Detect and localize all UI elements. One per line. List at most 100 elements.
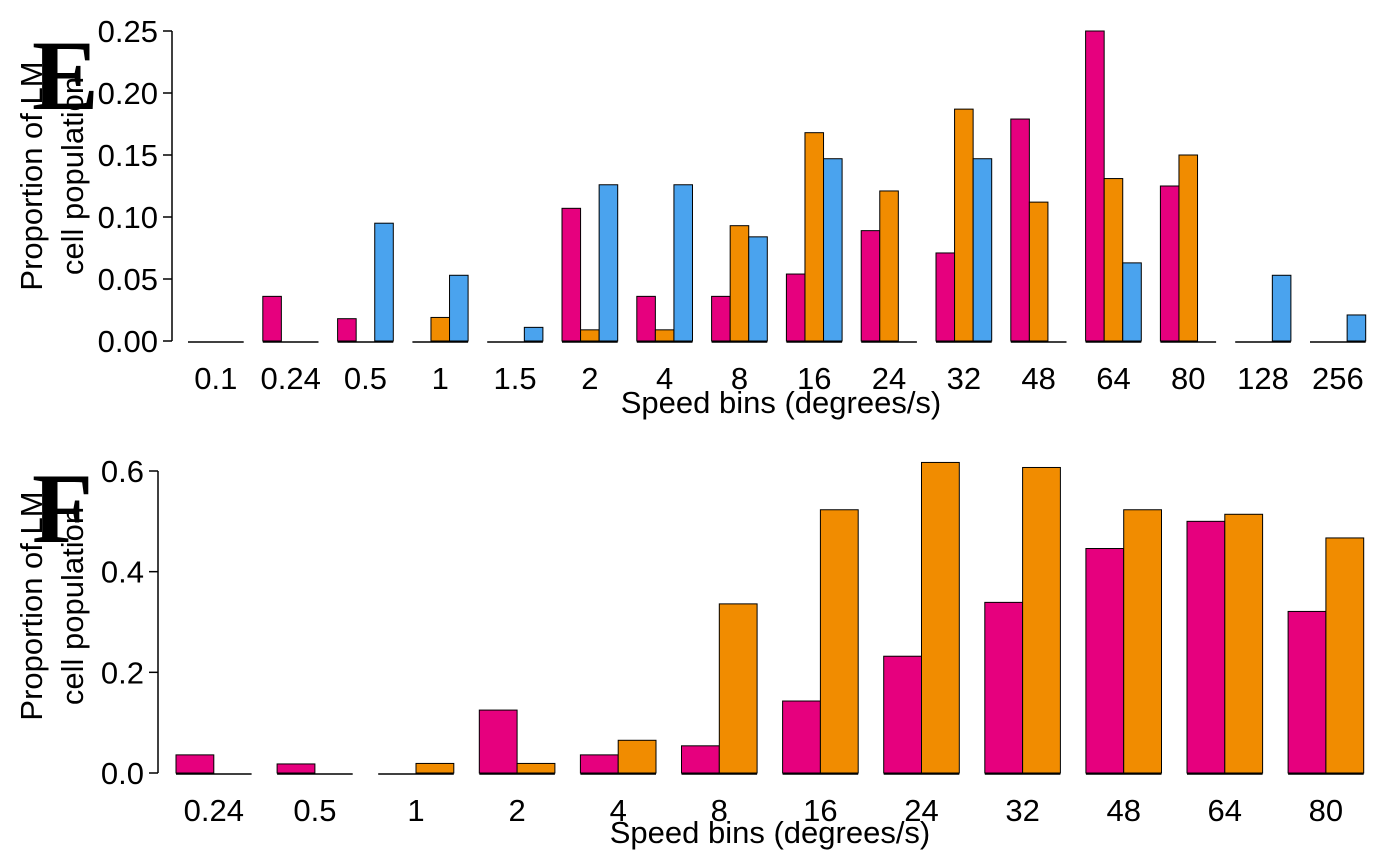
- y-axis-title-line2: cell population: [55, 77, 90, 275]
- bar: [1325, 537, 1365, 774]
- bar: [580, 329, 600, 342]
- panel-label: F: [32, 453, 93, 564]
- bar: [718, 603, 758, 774]
- bar: [879, 190, 899, 342]
- bar: [819, 509, 859, 774]
- x-tick-label: 1.5: [493, 361, 536, 396]
- bar: [1085, 30, 1105, 342]
- x-axis-title: Speed bins (degrees/s): [621, 385, 942, 420]
- bar: [711, 295, 731, 342]
- bar: [1346, 314, 1367, 342]
- bar: [785, 273, 806, 342]
- x-tick-label: 8: [731, 361, 748, 396]
- bar: [415, 762, 455, 774]
- y-tick-label: 0.6: [101, 454, 144, 489]
- bar: [175, 754, 215, 774]
- y-tick-label: 0.2: [101, 655, 144, 690]
- bar: [516, 762, 556, 774]
- bar: [1186, 520, 1226, 774]
- x-tick-label: 48: [1021, 361, 1055, 396]
- bar: [1010, 118, 1030, 342]
- bar: [860, 230, 881, 342]
- y-tick-label: 0.25: [98, 14, 158, 49]
- x-tick-label: 48: [1106, 793, 1140, 828]
- y-tick-label: 0.05: [98, 262, 158, 297]
- bar: [1271, 274, 1292, 342]
- bar: [430, 316, 451, 342]
- bar: [478, 709, 518, 774]
- x-tick-label: 1: [407, 793, 424, 828]
- x-axis-title: Speed bins (degrees/s): [610, 815, 931, 850]
- bar: [1224, 513, 1264, 774]
- x-tick-label: 256: [1312, 361, 1364, 396]
- bar: [729, 225, 750, 342]
- bar: [883, 655, 923, 774]
- x-tick-label: 80: [1171, 361, 1205, 396]
- x-tick-label: 0.5: [293, 793, 336, 828]
- x-tick-label: 16: [803, 793, 837, 828]
- bar: [374, 222, 394, 342]
- x-tick-label: 128: [1237, 361, 1289, 396]
- x-tick-label: 64: [1096, 361, 1130, 396]
- x-tick-label: 64: [1208, 793, 1242, 828]
- bar: [1085, 548, 1125, 774]
- bar: [1022, 466, 1061, 774]
- bar: [1159, 185, 1180, 342]
- bar: [954, 108, 974, 342]
- bar: [449, 274, 469, 342]
- x-tick-label: 24: [872, 361, 906, 396]
- y-axis-title-line1: Proportion of LM: [14, 491, 49, 720]
- y-tick-label: 0.00: [98, 324, 158, 359]
- bar: [921, 461, 960, 774]
- bar: [1287, 610, 1327, 774]
- bar: [972, 158, 993, 342]
- bar: [804, 132, 825, 342]
- bar: [681, 745, 720, 774]
- x-tick-label: 4: [656, 361, 673, 396]
- bar: [579, 754, 619, 774]
- chart-panel-e: Proportion of LM cell population Speed b…: [14, 14, 1367, 420]
- x-tick-label: 16: [797, 361, 831, 396]
- bar: [673, 184, 694, 342]
- x-tick-label: 8: [711, 793, 728, 828]
- x-tick-label: 80: [1309, 793, 1343, 828]
- bar: [561, 207, 582, 342]
- x-tick-label: 24: [904, 793, 938, 828]
- y-tick-label: 0.15: [98, 138, 158, 173]
- x-tick-label: 4: [610, 793, 627, 828]
- bar: [654, 329, 675, 342]
- x-tick-label: 2: [508, 793, 525, 828]
- bar: [823, 158, 843, 342]
- bar: [617, 739, 657, 774]
- bar: [636, 295, 656, 342]
- x-tick-label: 0.24: [184, 793, 244, 828]
- x-tick-label: 0.5: [344, 361, 387, 396]
- bar: [782, 700, 821, 774]
- bar: [984, 601, 1024, 774]
- chart-panel-f: Proportion of LM cell population Speed b…: [14, 453, 1365, 850]
- y-tick-label: 0.10: [98, 200, 158, 235]
- x-tick-label: 32: [1005, 793, 1039, 828]
- bar: [748, 236, 768, 342]
- bar: [337, 318, 357, 342]
- bar: [523, 326, 544, 342]
- bar: [598, 184, 619, 342]
- y-tick-label: 0.4: [101, 555, 144, 590]
- x-tick-label: 0.24: [260, 361, 320, 396]
- bar: [262, 295, 282, 342]
- y-tick-label: 0.0: [101, 756, 144, 791]
- bar: [1122, 262, 1142, 342]
- bar: [1123, 509, 1162, 774]
- x-tick-label: 32: [947, 361, 981, 396]
- bar: [276, 763, 316, 774]
- bar: [1178, 154, 1199, 342]
- bar: [1103, 178, 1124, 342]
- y-axis-title-line2: cell population: [55, 507, 90, 705]
- x-tick-label: 1: [432, 361, 449, 396]
- bar: [1028, 201, 1049, 342]
- y-tick-label: 0.20: [98, 76, 158, 111]
- bar: [935, 252, 956, 342]
- y-axis-title-line1: Proportion of LM: [14, 61, 49, 290]
- panel-label: E: [32, 20, 99, 131]
